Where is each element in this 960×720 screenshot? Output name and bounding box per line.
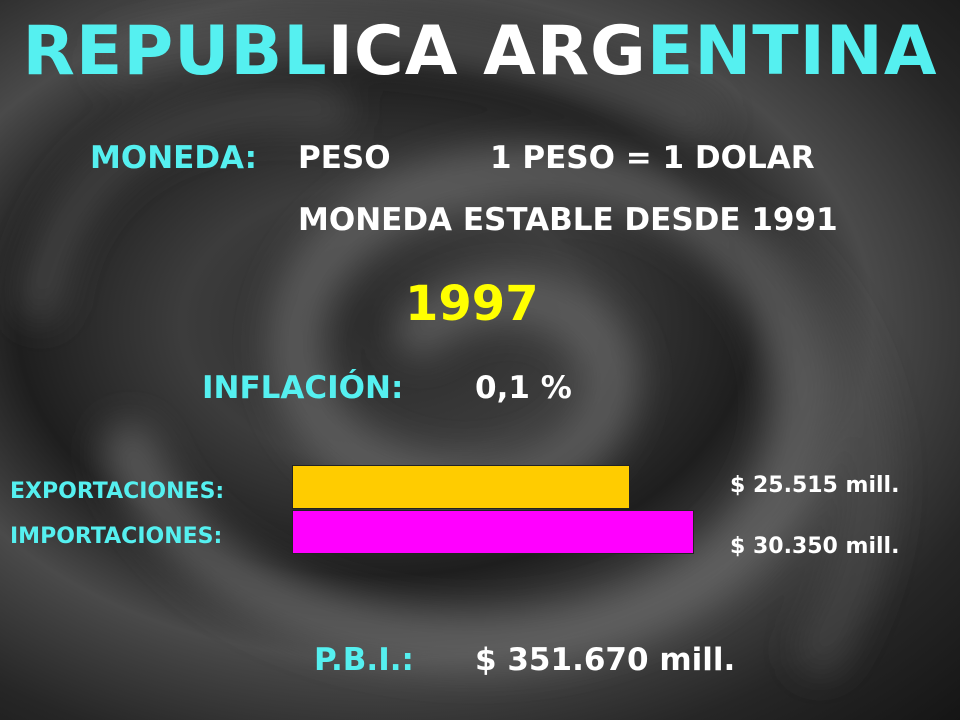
exportaciones-label: EXPORTACIONES: (10, 479, 225, 504)
importaciones-bar (292, 510, 694, 554)
inflacion-value: 0,1 % (475, 370, 572, 406)
pbi-label: P.B.I.: (314, 642, 414, 678)
pbi-value: $ 351.670 mill. (475, 642, 736, 678)
exchange-rate: 1 PESO = 1 DOLAR (490, 140, 815, 176)
importaciones-value: $ 30.350 mill. (730, 534, 900, 559)
title-part-1: REPUBL (22, 12, 328, 91)
moneda-value: PESO (298, 140, 391, 176)
year-heading: 1997 (405, 276, 539, 332)
inflacion-label: INFLACIÓN: (202, 370, 404, 406)
title-part-3: ENTINA (646, 12, 938, 91)
importaciones-label: IMPORTACIONES: (10, 524, 223, 549)
title-part-2: ICA ARG (327, 12, 647, 91)
exportaciones-value: $ 25.515 mill. (730, 473, 900, 498)
moneda-note: MONEDA ESTABLE DESDE 1991 (298, 202, 838, 238)
exportaciones-bar (292, 465, 630, 509)
moneda-label: MONEDA: (90, 140, 258, 176)
page-title: REPUBLICA ARGENTINA (0, 12, 960, 91)
